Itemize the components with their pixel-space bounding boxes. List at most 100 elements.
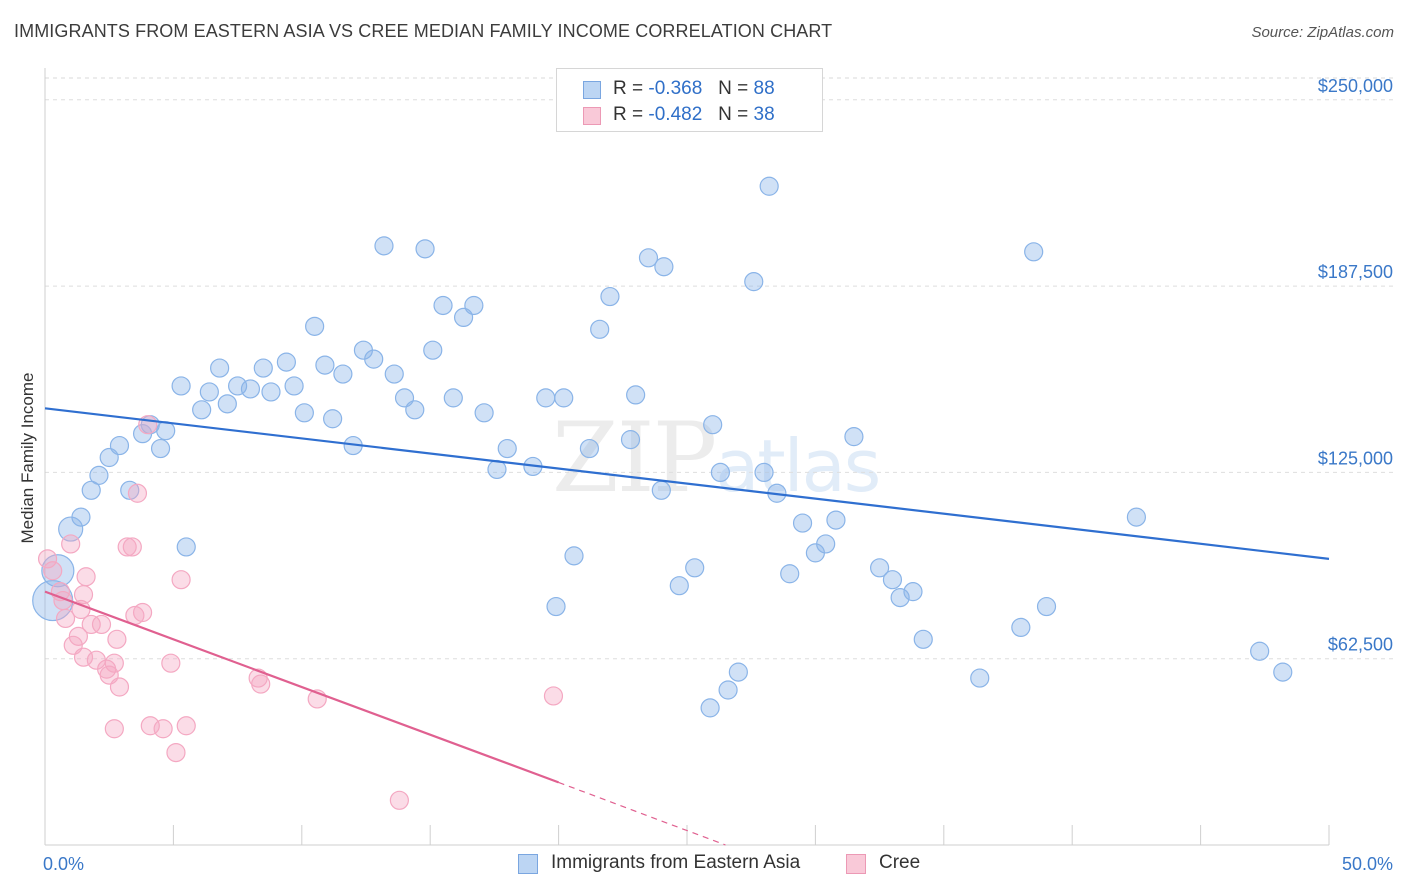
data-point-cree [171,570,191,590]
watermark-atlas: atlas [715,424,881,508]
data-point-eastern-asia [638,248,659,268]
data-point-eastern-asia [156,421,176,441]
data-point-eastern-asia [384,364,404,384]
data-point-eastern-asia [423,340,443,360]
data-point-cree [81,614,101,635]
data-point-eastern-asia [703,415,723,435]
data-point-eastern-asia [903,582,923,602]
y-tick-label: $62,500 [1328,635,1393,655]
data-point-eastern-asia [754,462,774,483]
data-point-eastern-asia [728,662,748,682]
data-point-cree [251,674,271,694]
legend-text-eastern-asia: R = -0.368 N = 88 [613,78,775,100]
data-point-eastern-asia [333,364,353,384]
data-point-eastern-asia [443,388,463,408]
data-point-eastern-asia [315,355,335,375]
data-point-eastern-asia [210,358,230,378]
data-point-eastern-asia [826,510,846,530]
data-point-cree [73,647,94,667]
data-point-eastern-asia [464,295,484,316]
legend-swatch-blue [583,81,601,99]
legend-r-value: -0.368 [648,78,703,99]
data-point-cree [166,742,186,763]
y-axis-label: Median Family Income [18,372,37,543]
legend-n-value: 88 [753,78,775,99]
data-point-eastern-asia [192,400,212,420]
y-tick-label: $250,000 [1318,76,1393,96]
data-point-eastern-asia [415,239,435,259]
data-point-cree [176,716,196,736]
data-point-eastern-asia [579,438,600,459]
data-point-eastern-asia [176,537,196,557]
data-point-eastern-asia [109,435,130,456]
data-point-eastern-asia [600,286,620,307]
series-label-eastern-asia: Immigrants from Eastern Asia [551,852,801,873]
watermark-zip: ZIP [552,402,717,514]
data-point-eastern-asia [199,382,219,402]
data-point-cree [543,686,564,706]
data-point-cree [122,537,142,557]
data-point-eastern-asia [564,546,584,566]
data-point-eastern-asia [217,394,237,414]
data-point-eastern-asia [89,465,109,485]
data-point-eastern-asia [323,409,343,429]
data-point-cree [161,653,181,673]
data-point-cree [55,608,76,629]
data-point-eastern-asia [405,400,425,420]
data-point-cree [389,790,409,810]
legend-r-label: R = [613,104,644,125]
data-point-eastern-asia [1273,662,1293,682]
data-point-eastern-asia [626,385,646,405]
data-point-eastern-asia [651,480,671,500]
data-point-cree [138,415,158,435]
data-point-eastern-asia [364,349,384,369]
x-tick-label-max: 50.0% [1342,854,1393,874]
data-point-eastern-asia [497,438,517,459]
data-point-eastern-asia [700,698,720,718]
data-point-cree [97,659,117,679]
data-point-eastern-asia [744,272,764,292]
source-label: Source: ZipAtlas.com [1251,24,1394,41]
data-point-cree [104,719,124,739]
data-point-eastern-asia [1036,596,1057,617]
data-point-eastern-asia [374,236,394,256]
legend-r-label: R = [613,78,644,99]
data-point-eastern-asia [253,358,273,378]
data-point-eastern-asia [718,680,738,700]
data-point-cree [132,602,153,623]
legend-n-label: N = [718,104,749,125]
data-point-eastern-asia [120,480,140,500]
data-point-eastern-asia [1126,507,1147,527]
data-point-cree [68,626,88,646]
legend-r-value: -0.482 [648,104,703,125]
data-point-eastern-asia [58,516,84,542]
data-point-eastern-asia [620,430,641,450]
trend-line-eastern-asia [44,407,1330,560]
data-point-eastern-asia [261,382,281,402]
x-tick-label-min: 0.0% [43,854,84,874]
legend-text-cree: R = -0.482 N = 38 [613,104,775,126]
data-point-eastern-asia [554,388,574,408]
data-point-eastern-asia [305,316,325,336]
data-point-eastern-asia [710,462,730,483]
data-point-cree [73,585,94,605]
data-point-eastern-asia [590,319,610,339]
data-point-eastern-asia [780,564,800,584]
data-point-eastern-asia [1250,641,1270,661]
data-point-cree [61,534,81,554]
trend-line-cree-extension [558,781,726,846]
watermark: ZIPatlas [552,402,881,514]
data-point-eastern-asia [71,507,91,527]
correlation-legend: R = -0.368 N = 88 R = -0.482 N = 38 [556,68,823,132]
data-point-eastern-asia [1024,242,1044,262]
data-point-eastern-asia [816,534,836,554]
legend-swatch-pink [583,107,601,125]
data-point-eastern-asia [654,257,674,277]
data-point-eastern-asia [240,379,261,399]
data-point-eastern-asia [869,558,890,578]
data-point-eastern-asia [792,513,813,533]
data-point-eastern-asia [882,570,903,590]
data-point-eastern-asia [171,376,191,396]
data-point-cree [127,483,148,503]
